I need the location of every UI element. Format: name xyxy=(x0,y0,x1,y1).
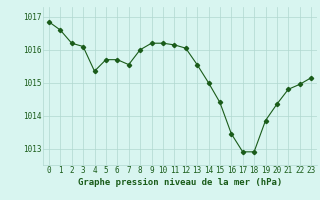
X-axis label: Graphe pression niveau de la mer (hPa): Graphe pression niveau de la mer (hPa) xyxy=(78,178,282,187)
